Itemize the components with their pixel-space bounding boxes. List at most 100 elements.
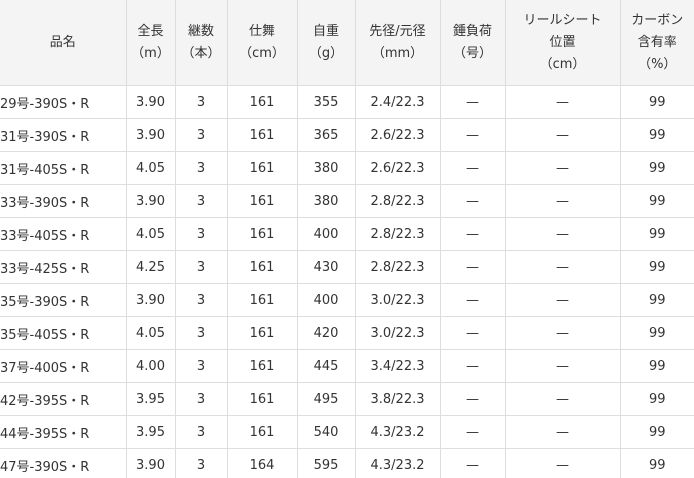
table-cell: 164 xyxy=(227,448,298,478)
table-cell: 3.0/22.3 xyxy=(355,316,441,350)
table-cell: 2.8/22.3 xyxy=(355,250,441,284)
table-cell: — xyxy=(440,118,506,152)
header-text: 仕舞 xyxy=(248,23,275,39)
table-cell: — xyxy=(505,250,621,284)
table-cell: 3 xyxy=(175,217,228,251)
table-cell: 3 xyxy=(175,316,228,350)
table-cell: — xyxy=(505,415,621,449)
header-cell: 全長 （m） xyxy=(126,0,176,86)
table-cell: 595 xyxy=(297,448,356,478)
table-cell: 355 xyxy=(297,85,356,119)
table-cell: 3.90 xyxy=(126,184,176,218)
table-row: 44号-395S・R 3.95 3 161 540 4.3/23.2— —99 xyxy=(0,415,694,449)
table-cell: 3 xyxy=(175,118,228,152)
table-cell: 35号-390S・R xyxy=(0,283,127,317)
table-cell: 3.95 xyxy=(126,415,176,449)
table-row: 33号-390S・R 3.90 3 161 380 2.8/22.3— —99 xyxy=(0,184,694,218)
table-row: 29号-390S・R 3.90 3 161 355 2.4/22.3— —99 xyxy=(0,85,694,119)
header-text: 錘負荷 xyxy=(452,23,492,39)
table-cell: 4.3/23.2 xyxy=(355,448,441,478)
table-cell: — xyxy=(505,184,621,218)
table-cell: 4.05 xyxy=(126,316,176,350)
table-cell: 161 xyxy=(227,415,298,449)
table-cell: — xyxy=(440,415,506,449)
table-cell: — xyxy=(440,316,506,350)
table-cell: — xyxy=(440,217,506,251)
table-row: 47号-390S・R 3.90 3 164 595 4.3/23.2— —99 xyxy=(0,448,694,478)
table-body: 29号-390S・R 3.90 3 161 355 2.4/22.3— —99 31号-390… xyxy=(0,85,694,478)
header-text: （g） xyxy=(308,45,344,61)
table-cell: 400 xyxy=(297,283,356,317)
table-cell: 3 xyxy=(175,85,228,119)
table-cell: 3.90 xyxy=(126,118,176,152)
table-cell: — xyxy=(440,448,506,478)
header-cell: 仕舞 （cm） xyxy=(227,0,298,86)
table-cell: — xyxy=(505,85,621,119)
table-cell: 380 xyxy=(297,151,356,185)
table-cell: 99 xyxy=(620,118,694,152)
table-cell: 495 xyxy=(297,382,356,416)
table-cell: 161 xyxy=(227,85,298,119)
header-row: 品名 全長 （m） 継数 （本） 仕舞 （cm） 自重 （g） 先径/元径 （mm） 錘負荷 （号） リー… xyxy=(0,0,694,86)
header-cell: 自重 （g） xyxy=(297,0,356,86)
table-cell: 3.95 xyxy=(126,382,176,416)
table-cell: 4.00 xyxy=(126,349,176,383)
table-cell: 44号-395S・R xyxy=(0,415,127,449)
header-text: 品名 xyxy=(49,34,76,50)
header-text: 先径/元径 xyxy=(369,23,426,39)
table-cell: 540 xyxy=(297,415,356,449)
table-cell: 2.8/22.3 xyxy=(355,184,441,218)
table-cell: 99 xyxy=(620,250,694,284)
table-cell: 161 xyxy=(227,349,298,383)
table-cell: 2.6/22.3 xyxy=(355,151,441,185)
table-cell: — xyxy=(505,217,621,251)
table-cell: 99 xyxy=(620,415,694,449)
table-cell: — xyxy=(505,316,621,350)
table-cell: 3 xyxy=(175,349,228,383)
table-cell: — xyxy=(505,118,621,152)
table-cell: — xyxy=(440,184,506,218)
table-cell: 3 xyxy=(175,415,228,449)
table-cell: 161 xyxy=(227,316,298,350)
header-text: （mm） xyxy=(371,45,424,61)
header-cell: 錘負荷 （号） xyxy=(440,0,506,86)
table-row: 31号-405S・R 4.05 3 161 380 2.6/22.3— —99 xyxy=(0,151,694,185)
table-cell: 161 xyxy=(227,283,298,317)
table-cell: 47号-390S・R xyxy=(0,448,127,478)
table-row: 35号-405S・R 4.05 3 161 420 3.0/22.3— —99 xyxy=(0,316,694,350)
header-text: リールシート xyxy=(523,12,602,28)
table-cell: 31号-405S・R xyxy=(0,151,127,185)
header-text: 自重 xyxy=(312,23,339,39)
table-cell: 29号-390S・R xyxy=(0,85,127,119)
table-row: 31号-390S・R 3.90 3 161 365 2.6/22.3— —99 xyxy=(0,118,694,152)
table-cell: — xyxy=(440,283,506,317)
table-row: 42号-395S・R 3.95 3 161 495 3.8/22.3— —99 xyxy=(0,382,694,416)
header-text: （cm） xyxy=(539,56,586,72)
table-cell: 161 xyxy=(227,217,298,251)
header-cell: 継数 （本） xyxy=(175,0,228,86)
table-cell: — xyxy=(440,151,506,185)
table-cell: 2.8/22.3 xyxy=(355,217,441,251)
table-cell: 31号-390S・R xyxy=(0,118,127,152)
table-cell: 161 xyxy=(227,250,298,284)
table-cell: 3 xyxy=(175,448,228,478)
table-cell: 400 xyxy=(297,217,356,251)
table-cell: 4.3/23.2 xyxy=(355,415,441,449)
table-cell: 161 xyxy=(227,118,298,152)
table-cell: — xyxy=(505,382,621,416)
header-text: 全長 xyxy=(137,23,164,39)
table-cell: 99 xyxy=(620,382,694,416)
header-text: （本） xyxy=(181,45,221,61)
table-row: 37号-400S・R 4.00 3 161 445 3.4/22.3— —99 xyxy=(0,349,694,383)
table-cell: 99 xyxy=(620,85,694,119)
table-cell: 3.90 xyxy=(126,85,176,119)
table-cell: 3 xyxy=(175,184,228,218)
table-cell: 3.4/22.3 xyxy=(355,349,441,383)
table-cell: 99 xyxy=(620,151,694,185)
table-cell: 430 xyxy=(297,250,356,284)
table-cell: 380 xyxy=(297,184,356,218)
table-cell: 3 xyxy=(175,283,228,317)
table-cell: — xyxy=(505,151,621,185)
